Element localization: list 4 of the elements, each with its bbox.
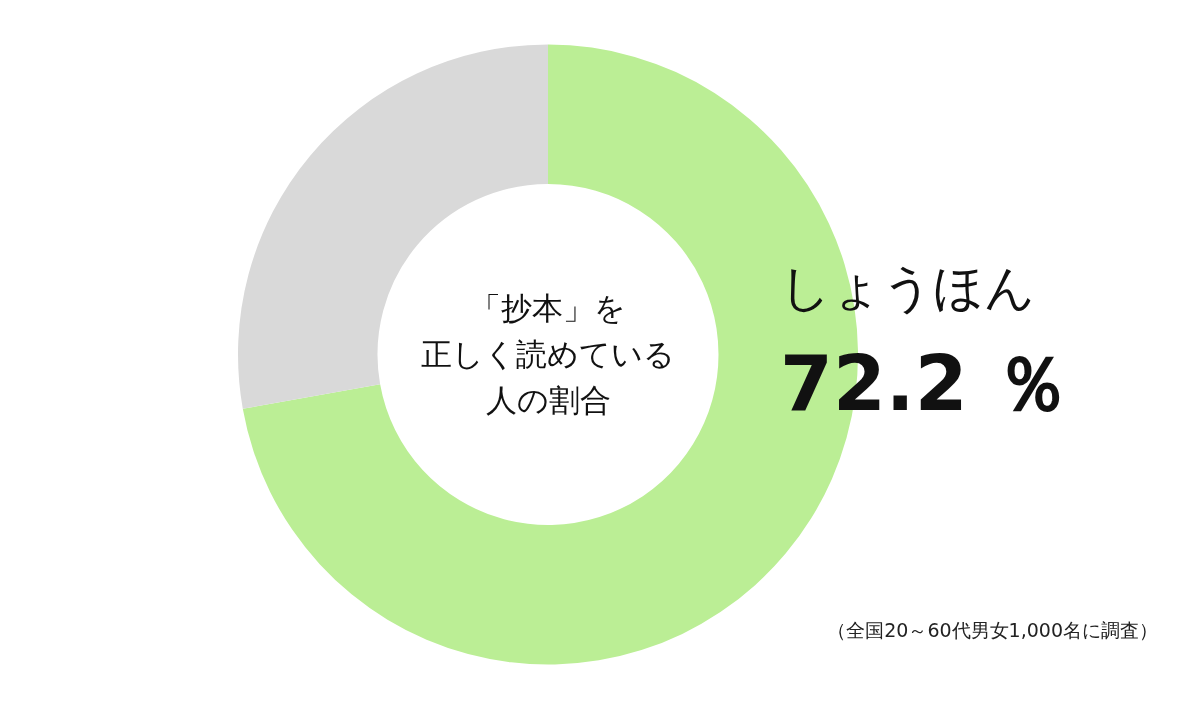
slice-label: しょうほん — [780, 258, 1036, 319]
text: 「抄本」を正しく読めている人の割合 — [420, 289, 676, 420]
text: （全国20～60代男女1,000名に調査） — [827, 618, 1158, 643]
data-label: 72.2 ％ — [780, 338, 1070, 430]
